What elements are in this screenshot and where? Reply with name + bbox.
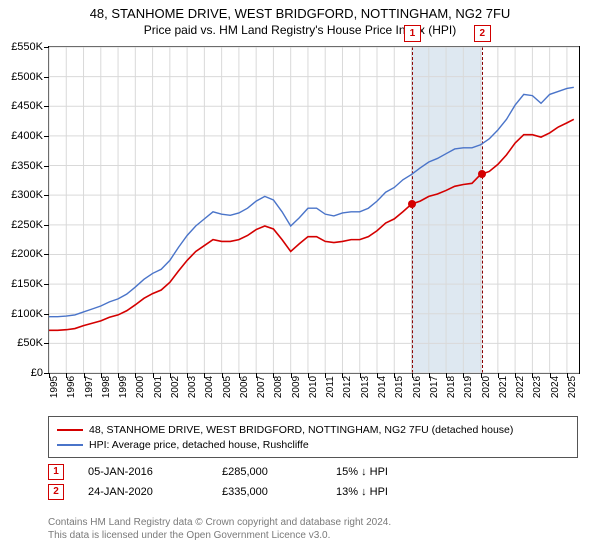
y-tick-label: £150K: [11, 278, 43, 290]
y-tick-label: £50K: [17, 337, 43, 349]
sale-dot: [478, 170, 486, 178]
footer-attribution: Contains HM Land Registry data © Crown c…: [48, 516, 391, 542]
legend-item: 48, STANHOME DRIVE, WEST BRIDGFORD, NOTT…: [57, 422, 569, 437]
x-tick-label: 2000: [135, 376, 146, 398]
x-tick-label: 2015: [394, 376, 405, 398]
x-tick-label: 2016: [412, 376, 423, 398]
y-tick-label: £200K: [11, 248, 43, 260]
x-tick-label: 2021: [498, 376, 509, 398]
y-tick-label: £300K: [11, 189, 43, 201]
y-tick-label: £350K: [11, 160, 43, 172]
series-line: [49, 87, 574, 316]
x-tick-label: 2025: [567, 376, 578, 398]
sale-marker: 1: [404, 25, 421, 42]
y-tick-label: £450K: [11, 100, 43, 112]
x-tick-label: 1996: [66, 376, 77, 398]
legend-item: HPI: Average price, detached house, Rush…: [57, 437, 569, 452]
x-tick-label: 2004: [204, 376, 215, 398]
x-tick-label: 2008: [273, 376, 284, 398]
x-tick-label: 1997: [84, 376, 95, 398]
sale-dot: [408, 200, 416, 208]
sale-marker: 2: [474, 25, 491, 42]
x-tick-label: 1998: [101, 376, 112, 398]
legend: 48, STANHOME DRIVE, WEST BRIDGFORD, NOTT…: [48, 416, 578, 458]
y-tick-label: £100K: [11, 308, 43, 320]
x-tick-label: 2010: [308, 376, 319, 398]
x-tick-label: 2020: [481, 376, 492, 398]
x-tick-label: 2019: [463, 376, 474, 398]
y-tick-label: £0: [31, 367, 43, 379]
sales-table: 105-JAN-2016£285,00015% ↓ HPI224-JAN-202…: [48, 462, 388, 502]
x-tick-label: 2022: [515, 376, 526, 398]
x-tick-label: 2013: [360, 376, 371, 398]
sale-row: 105-JAN-2016£285,00015% ↓ HPI: [48, 462, 388, 482]
x-tick-label: 1995: [49, 376, 60, 398]
y-tick-label: £400K: [11, 130, 43, 142]
x-tick-label: 2018: [446, 376, 457, 398]
x-tick-label: 2003: [187, 376, 198, 398]
x-tick-label: 2023: [532, 376, 543, 398]
x-tick-label: 1999: [118, 376, 129, 398]
x-tick-label: 2009: [291, 376, 302, 398]
x-tick-label: 2024: [550, 376, 561, 398]
x-tick-label: 2001: [153, 376, 164, 398]
y-tick-label: £500K: [11, 71, 43, 83]
x-tick-label: 2005: [222, 376, 233, 398]
y-tick-label: £550K: [11, 41, 43, 53]
x-tick-label: 2011: [325, 376, 336, 398]
sale-row: 224-JAN-2020£335,00013% ↓ HPI: [48, 482, 388, 502]
plot-area: £0£50K£100K£150K£200K£250K£300K£350K£400…: [48, 46, 580, 374]
chart-title: 48, STANHOME DRIVE, WEST BRIDGFORD, NOTT…: [0, 0, 600, 23]
x-tick-label: 2002: [170, 376, 181, 398]
chart-subtitle: Price paid vs. HM Land Registry's House …: [0, 23, 600, 37]
x-tick-label: 2007: [256, 376, 267, 398]
y-tick-label: £250K: [11, 219, 43, 231]
x-tick-label: 2006: [239, 376, 250, 398]
x-tick-label: 2014: [377, 376, 388, 398]
x-tick-label: 2012: [342, 376, 353, 398]
x-tick-label: 2017: [429, 376, 440, 398]
